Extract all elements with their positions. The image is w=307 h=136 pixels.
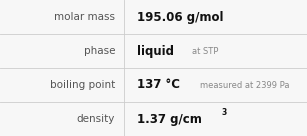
Text: molar mass: molar mass xyxy=(54,12,115,22)
Text: at STP: at STP xyxy=(192,47,218,55)
Text: 195.06 g/mol: 195.06 g/mol xyxy=(137,10,223,24)
Text: 3: 3 xyxy=(222,108,227,117)
Text: liquid: liquid xyxy=(137,44,174,58)
Text: measured at 2399 Pa: measured at 2399 Pa xyxy=(200,81,289,89)
Text: 1.37 g/cm: 1.37 g/cm xyxy=(137,112,201,126)
Text: boiling point: boiling point xyxy=(50,80,115,90)
Text: phase: phase xyxy=(84,46,115,56)
Text: 137 °C: 137 °C xyxy=(137,78,180,92)
Text: density: density xyxy=(77,114,115,124)
